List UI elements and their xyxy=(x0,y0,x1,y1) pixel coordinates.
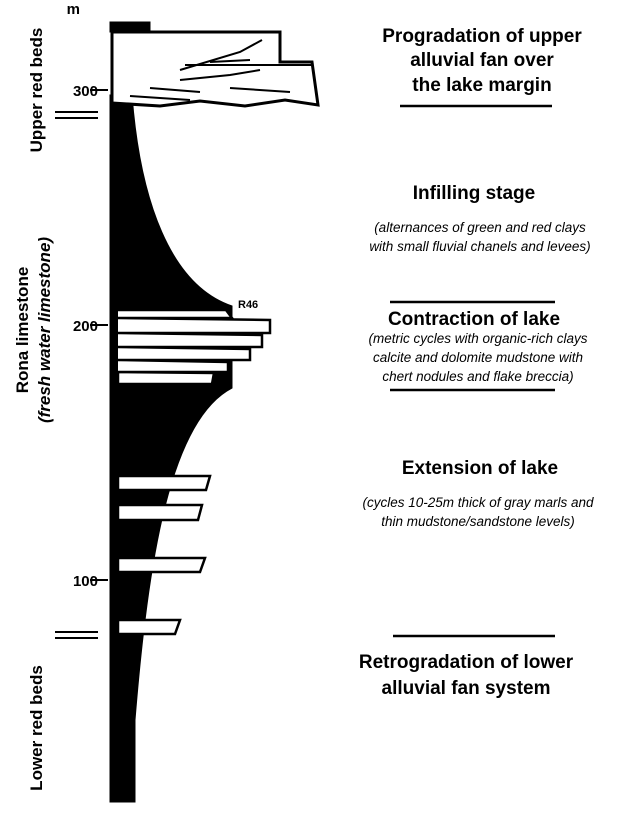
fan-upper xyxy=(112,32,318,106)
unit-label: Rona limestone xyxy=(13,267,32,394)
column xyxy=(110,22,318,802)
unit-label: Lower red beds xyxy=(27,665,46,791)
stage-title: alluvial fan system xyxy=(382,678,551,699)
scale-unit: m xyxy=(67,1,80,18)
stage-description: with small fluvial chanels and levees) xyxy=(369,239,590,254)
stage-description: calcite and dolomite mudstone with xyxy=(373,350,583,365)
stage-title: Retrogradation of lower xyxy=(359,652,574,673)
unit-boundaries xyxy=(55,90,108,638)
column-body xyxy=(110,95,232,802)
lake-cycles xyxy=(118,310,270,384)
sample-label: R1 xyxy=(194,393,208,405)
stage-title: the lake margin xyxy=(412,75,551,96)
scale-tick: 100 xyxy=(73,573,98,590)
stage-description: thin mudstone/sandstone levels) xyxy=(381,514,575,529)
scale-tick: 200 xyxy=(73,318,98,335)
unit-sublabel: (fresh water limestone) xyxy=(35,237,54,423)
stage-title: alluvial fan over xyxy=(410,50,554,71)
unit-label: Upper red beds xyxy=(27,28,46,153)
stage-title: Contraction of lake xyxy=(388,309,560,330)
stage-description: (cycles 10-25m thick of gray marls and xyxy=(362,495,594,510)
stage-title: Extension of lake xyxy=(402,458,558,479)
stage-description: (metric cycles with organic-rich clays xyxy=(368,331,587,346)
sample-label: R46 xyxy=(238,299,258,311)
stage-description: (alternances of green and red clays xyxy=(374,220,586,235)
diagram: m 300 200 100 Upper red beds Rona limest… xyxy=(0,0,635,816)
stage-description: chert nodules and flake breccia) xyxy=(382,369,573,384)
scale-tick: 300 xyxy=(73,83,98,100)
stage-title: Infilling stage xyxy=(413,183,535,204)
stage-title: Progradation of upper xyxy=(382,26,582,47)
